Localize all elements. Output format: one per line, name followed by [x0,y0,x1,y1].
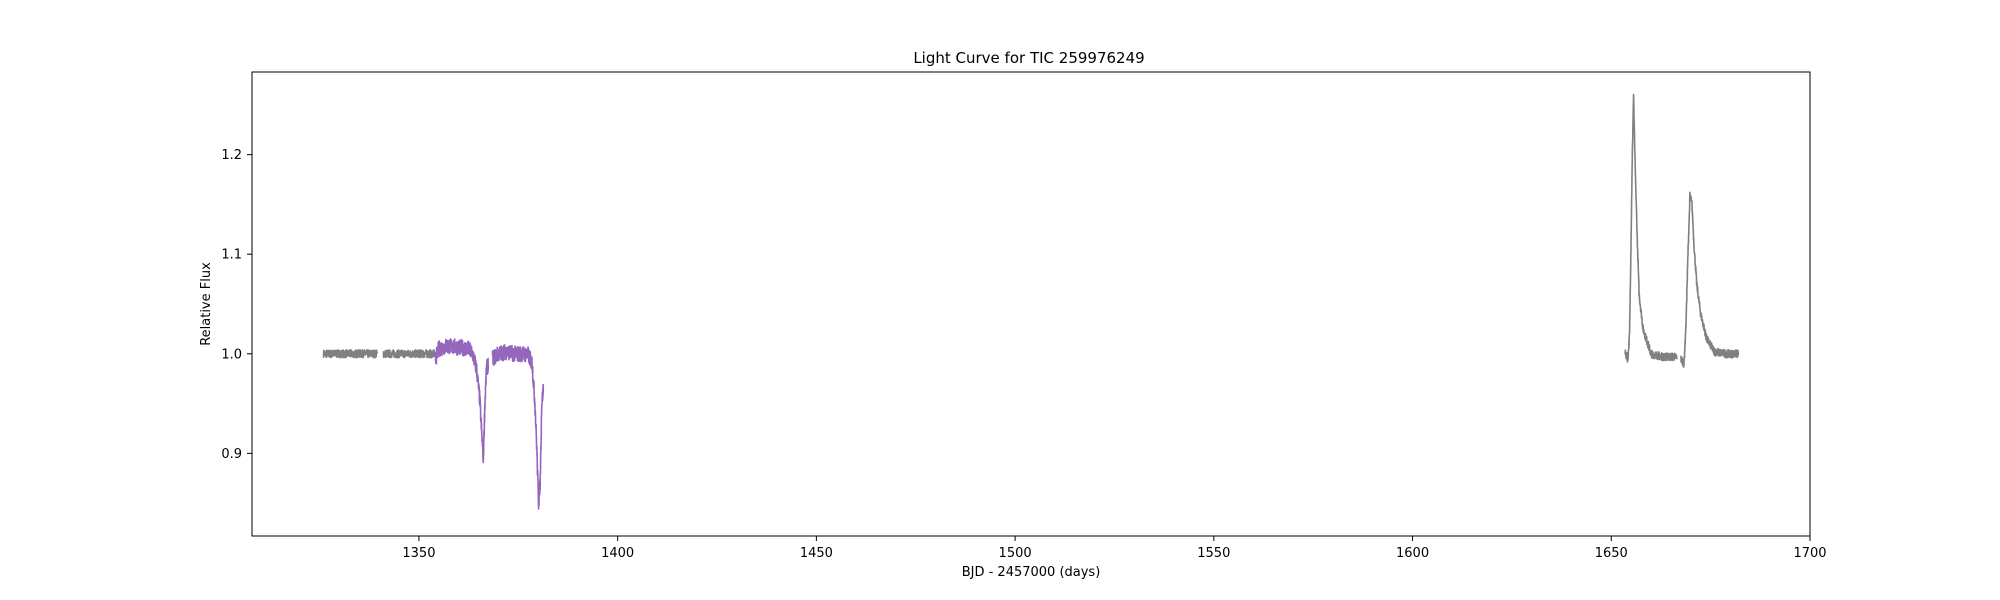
x-axis-label: BJD - 2457000 (days) [962,565,1101,580]
y-tick-label: 1.1 [221,248,242,263]
y-axis-ticks: 0.9 1.0 1.1 1.2 [221,148,252,462]
plot-frame [251,71,1811,537]
x-tick-label: 1450 [800,546,833,561]
y-tick-label: 0.9 [221,447,242,462]
plot-marks [322,93,1740,510]
series-segment [322,348,378,359]
x-tick-label: 1400 [601,546,634,561]
series-segment [382,348,436,359]
series-segment [434,338,490,464]
x-axis-ticks: 1350 1400 1450 1500 1550 1600 1650 1700 [402,536,1827,561]
x-tick-label: 1500 [999,546,1032,561]
series-segment [1624,93,1678,363]
series-0 [322,93,1740,368]
x-tick-label: 1600 [1396,546,1429,561]
series-1 [434,338,545,510]
x-tick-label: 1550 [1197,546,1230,561]
x-tick-label: 1350 [402,546,435,561]
series-segment [1680,191,1740,368]
y-tick-label: 1.2 [221,148,242,163]
series-segment [491,344,545,510]
y-tick-label: 1.0 [221,347,242,362]
chart-title: Light Curve for TIC 259976249 [913,49,1144,67]
y-axis-label: Relative Flux [199,262,214,346]
x-tick-label: 1700 [1793,546,1826,561]
x-tick-label: 1650 [1595,546,1628,561]
